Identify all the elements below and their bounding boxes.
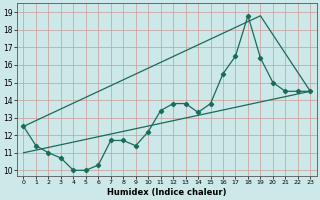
X-axis label: Humidex (Indice chaleur): Humidex (Indice chaleur): [107, 188, 227, 197]
